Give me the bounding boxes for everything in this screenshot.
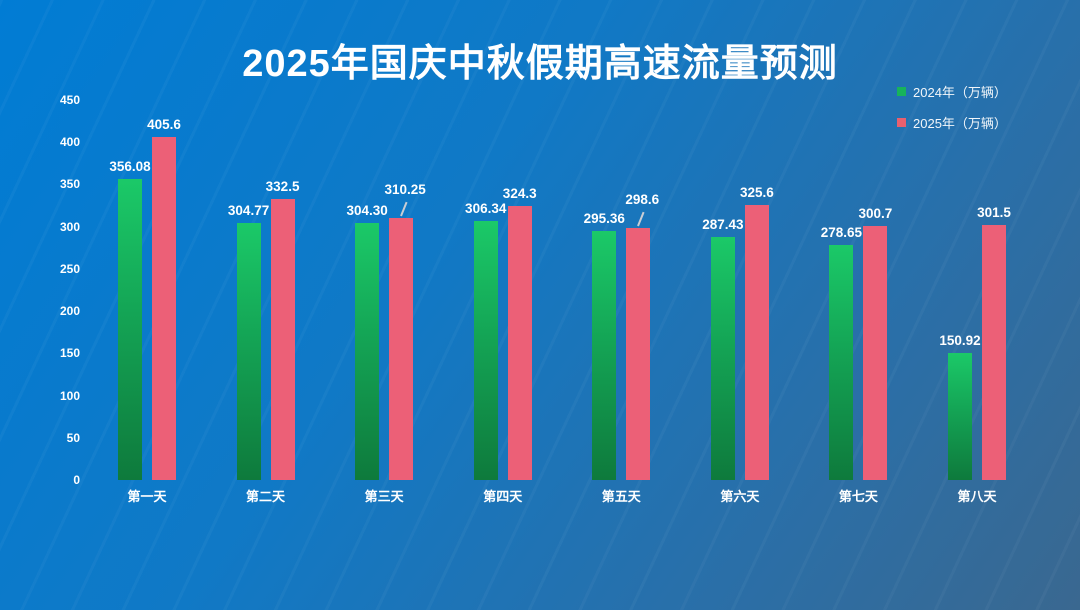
value-label-2024: 278.65 — [820, 224, 863, 240]
value-label-2024: 304.77 — [227, 202, 270, 218]
value-label-2025: 332.5 — [265, 179, 300, 195]
x-axis-category-label: 第四天 — [483, 489, 523, 504]
legend-swatch — [897, 87, 906, 96]
y-axis-tick-label: 250 — [59, 261, 80, 276]
bar-2025 — [270, 199, 295, 480]
y-axis-tick-label: 150 — [59, 346, 80, 361]
y-axis-tick-label: 50 — [66, 430, 80, 445]
legend-item: 2025年（万辆） — [897, 113, 1007, 132]
x-axis-category-label: 第七天 — [838, 489, 878, 504]
bar-2025 — [152, 137, 176, 480]
legend-swatch — [897, 118, 906, 127]
value-label-2025: 405.6 — [147, 117, 181, 133]
bar-2024 — [118, 179, 142, 480]
value-label-2025: 300.7 — [858, 206, 893, 222]
value-label-2025: 301.5 — [977, 205, 1011, 221]
y-axis-tick-label: 400 — [59, 135, 80, 150]
y-axis-tick-label: 200 — [59, 304, 80, 319]
bar-2025 — [389, 218, 414, 480]
y-axis-tick-label: 350 — [59, 177, 80, 192]
legend-item-label: 2025年（万辆） — [913, 116, 1007, 131]
x-axis-category-label: 第八天 — [957, 489, 997, 504]
bar-2024 — [710, 237, 735, 480]
label-leader-line — [400, 201, 408, 217]
x-axis-category-label: 第一天 — [127, 489, 167, 504]
legend-item: 2024年（万辆） — [897, 82, 1007, 101]
bar-2025 — [507, 206, 532, 480]
y-axis-tick-label: 450 — [59, 93, 80, 107]
chart-title: 2025年国庆中秋假期高速流量预测 — [242, 43, 838, 85]
bar-2024 — [355, 223, 380, 480]
value-label-2025: 324.3 — [502, 186, 537, 202]
value-label-2025: 325.6 — [739, 185, 774, 201]
bar-2025 — [744, 205, 769, 480]
x-axis-category-label: 第二天 — [246, 489, 286, 504]
label-leader-line — [637, 211, 645, 227]
bar-2024 — [829, 244, 854, 480]
y-axis-tick-label: 100 — [59, 388, 80, 403]
bar-2025 — [626, 227, 651, 480]
y-axis-tick-label: 300 — [59, 219, 80, 234]
legend: 2024年（万辆） 2025年（万辆） — [897, 82, 1007, 144]
value-label-2025: 310.25 — [384, 182, 426, 197]
bar-2024 — [592, 230, 617, 480]
value-label-2024: 306.34 — [465, 201, 507, 217]
bar-2024 — [236, 222, 261, 480]
x-axis-category-label: 第三天 — [364, 489, 404, 504]
legend-item-label: 2024年（万辆） — [913, 85, 1007, 100]
bar-2025 — [981, 225, 1006, 480]
value-label-2024: 304.30 — [346, 203, 388, 219]
x-axis-category-label: 第六天 — [720, 489, 760, 504]
bar-2024 — [947, 352, 972, 480]
value-label-2024: 295.36 — [583, 210, 625, 226]
x-axis-category-label: 第五天 — [601, 489, 641, 504]
y-axis-tick-label: 0 — [73, 473, 80, 487]
value-label-2024: 287.43 — [702, 217, 744, 233]
bar-2024 — [473, 221, 498, 480]
bar-2025 — [863, 226, 888, 480]
value-label-2024: 150.92 — [939, 332, 981, 348]
value-label-2024: 356.08 — [109, 159, 151, 175]
value-label-2025: 298.6 — [625, 191, 660, 207]
